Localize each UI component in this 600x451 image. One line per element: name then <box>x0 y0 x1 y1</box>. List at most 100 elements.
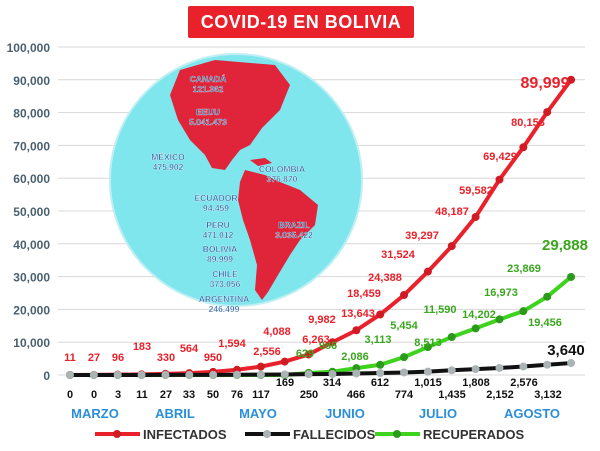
fallecidos-data-label: 1,808 <box>462 377 490 389</box>
recuperados-point <box>543 292 552 301</box>
recuperados-data-label: 11,590 <box>423 304 456 316</box>
fallecidos-data-label: 2,152 <box>486 389 514 401</box>
infectados-data-label: 6,263 <box>302 334 330 346</box>
legend-label: RECUPERADOS <box>423 427 524 442</box>
infectados-data-label: 11 <box>64 352 76 364</box>
infectados-data-label: 27 <box>88 352 100 364</box>
fallecidos-data-label: 50 <box>207 389 219 401</box>
recuperados-data-label: 8,513 <box>414 337 442 349</box>
y-tick-label: 90,000 <box>13 74 50 88</box>
infectados-data-label: 9,982 <box>308 314 336 326</box>
country-value: 246.499 <box>209 304 240 314</box>
fallecidos-data-label: 0 <box>67 389 73 401</box>
infectados-point <box>423 267 432 276</box>
fallecidos-data-label: 117 <box>252 389 270 401</box>
infectados-data-label: 96 <box>112 352 124 364</box>
infectados-data-label: 1,594 <box>218 338 246 350</box>
south-america-shape <box>238 170 318 300</box>
fallecidos-data-label: 466 <box>347 389 365 401</box>
infectados-data-label: 183 <box>133 341 151 353</box>
fallecidos-point <box>447 366 456 375</box>
y-tick-label: 50,000 <box>13 205 50 219</box>
recuperados-data-label: 629 <box>296 348 314 360</box>
infectados-data-label: 2,556 <box>253 346 281 358</box>
recuperados-data-label: 3,113 <box>365 334 392 346</box>
fallecidos-point <box>304 370 313 379</box>
infectados-data-label: 39,297 <box>405 230 439 242</box>
recuperados-point <box>447 332 456 341</box>
infectados-point <box>304 350 313 359</box>
fallecidos-point <box>471 365 480 374</box>
country-value: 471.012 <box>203 230 234 240</box>
country-name: EEUU <box>196 107 220 117</box>
fallecidos-point <box>113 370 122 379</box>
infectados-point <box>376 310 385 319</box>
recuperados-point <box>519 307 528 316</box>
fallecidos-line <box>70 361 572 377</box>
fallecidos-data-label: 314 <box>323 377 342 389</box>
fallecidos-point <box>376 368 385 377</box>
y-tick-label: 0 <box>43 369 50 383</box>
infectados-data-label: 48,187 <box>435 206 469 218</box>
infectados-data-label: 24,388 <box>368 272 402 284</box>
legend-label: FALLECIDOS <box>293 427 376 442</box>
country-value: 94.459 <box>203 203 229 213</box>
country-value: 376.870 <box>267 174 298 184</box>
fallecidos-point <box>185 370 194 379</box>
infectados-data-label: 69,429 <box>483 151 517 163</box>
country-name: BOLIVIA <box>203 244 237 254</box>
recuperados-data-label: 986 <box>319 340 337 352</box>
country-value: 5.041.473 <box>189 117 227 127</box>
y-tick-label: 100,000 <box>7 41 51 55</box>
y-tick-label: 40,000 <box>13 238 50 252</box>
infectados-data-label: 59,582 <box>459 185 493 197</box>
country-value: 89.999 <box>207 254 233 264</box>
infectados-data-label: 13,643 <box>341 308 375 320</box>
recuperados-data-label: 16,973 <box>484 287 518 299</box>
recuperados-data-label: 29,888 <box>542 237 588 254</box>
infectados-point <box>280 357 289 366</box>
recuperados-data-label: 23,869 <box>507 263 541 275</box>
legend-marker <box>263 430 271 438</box>
infectados-data-label: 564 <box>180 343 199 355</box>
fallecidos-point <box>256 370 265 379</box>
fallecidos-data-label: 3 <box>115 389 121 401</box>
country-name: BRAZIL <box>278 220 309 230</box>
month-label: ABRIL <box>155 406 195 421</box>
infectados-data-label: 31,524 <box>381 249 416 261</box>
country-name: MÉXICO <box>151 152 185 162</box>
fallecidos-point <box>280 370 289 379</box>
y-tick-label: 30,000 <box>13 271 50 285</box>
infectados-point <box>256 362 265 371</box>
globe-circle <box>109 53 363 307</box>
fallecidos-point <box>400 368 409 377</box>
recuperados-point <box>423 343 432 352</box>
fallecidos-data-label: 612 <box>371 377 389 389</box>
infectados-data-label: 89,999 <box>521 75 570 92</box>
recuperados-data-label: 5,454 <box>390 320 418 332</box>
country-name: CANADÁ <box>190 74 227 84</box>
fallecidos-point <box>495 363 504 372</box>
fallecidos-data-label: 1,015 <box>414 377 442 389</box>
infectados-point <box>543 108 552 117</box>
y-tick-label: 60,000 <box>13 172 50 186</box>
recuperados-point <box>400 353 409 362</box>
country-value: 373.056 <box>210 279 241 289</box>
fallecidos-data-label: 2,576 <box>510 377 538 389</box>
caribbean-shape <box>250 158 272 166</box>
month-label: JULIO <box>419 406 457 421</box>
infectados-point <box>519 143 528 152</box>
fallecidos-point <box>161 370 170 379</box>
fallecidos-data-label: 3,132 <box>534 389 562 401</box>
fallecidos-data-label: 11 <box>136 389 148 401</box>
infectados-point <box>447 242 456 251</box>
recuperados-point <box>376 360 385 369</box>
fallecidos-point <box>543 360 552 369</box>
infectados-data-label: 950 <box>204 352 222 364</box>
fallecidos-point <box>66 371 74 379</box>
recuperados-data-label: 14,202 <box>462 309 496 321</box>
infectados-point <box>352 326 361 335</box>
fallecidos-data-label: 1,435 <box>438 389 466 401</box>
